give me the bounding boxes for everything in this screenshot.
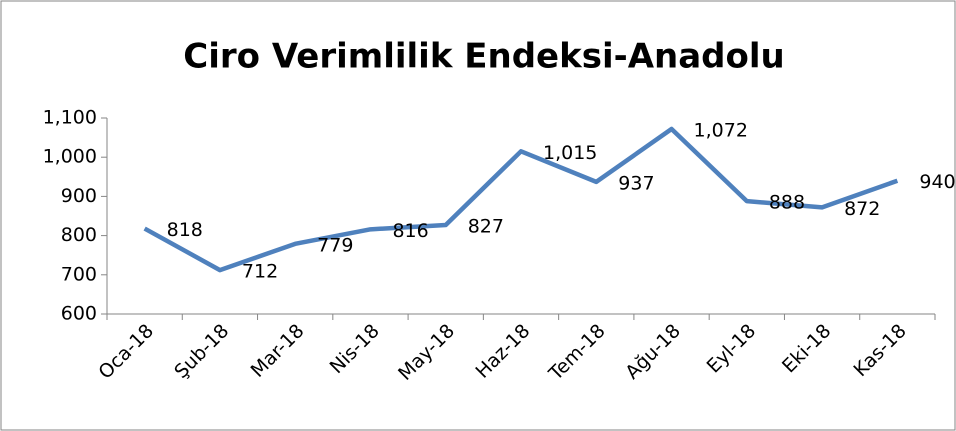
data-label: 1,072 [694,119,748,141]
data-label: 888 [769,192,805,214]
chart-title: Ciro Verimlilik Endeksi-Anadolu [183,37,784,77]
y-tick-label: 600 [61,303,97,325]
line [143,126,899,273]
data-label: 937 [618,172,654,194]
data-label: 712 [242,261,278,283]
y-tick-label: 900 [61,185,97,207]
y-tick-label: 1,000 [43,146,97,168]
y-tick-label: 800 [61,224,97,246]
data-label: 940 [919,171,955,193]
data-label: 818 [167,219,203,241]
data-label: 779 [317,234,353,256]
y-tick-label: 700 [61,263,97,285]
data-label: 872 [844,198,880,220]
data-label: 1,015 [543,142,597,164]
data-label: 827 [468,216,504,238]
y-tick-label: 1,100 [43,107,97,129]
data-label: 816 [392,220,428,242]
